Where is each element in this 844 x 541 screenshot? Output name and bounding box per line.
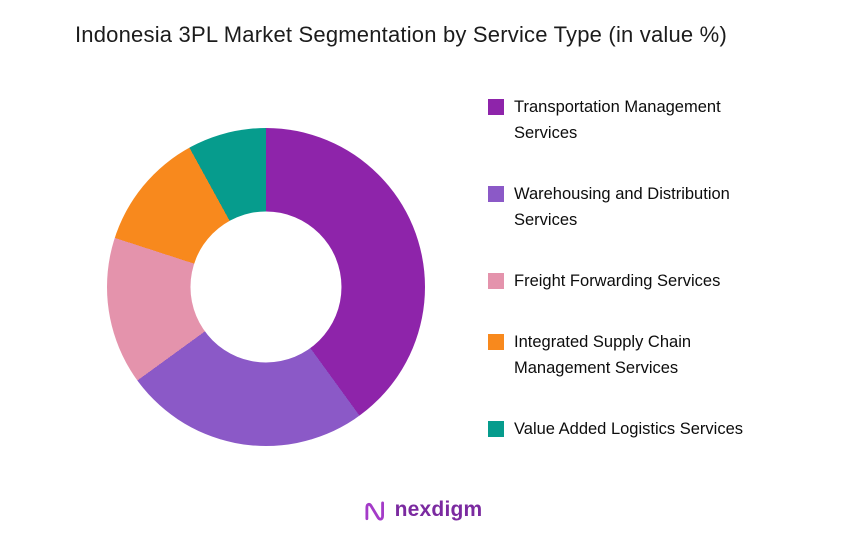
legend-label: Freight Forwarding Services <box>514 272 721 290</box>
legend-item: Transportation Management Services <box>488 95 788 146</box>
brand-name: nexdigm <box>394 498 483 521</box>
donut-chart-container <box>107 128 425 446</box>
legend-item: Value Added Logistics Services <box>488 417 788 443</box>
legend: Transportation Management Services Wareho… <box>488 95 788 443</box>
legend-item: Warehousing and Distribution Services <box>488 182 788 233</box>
donut-chart <box>107 128 425 446</box>
nexdigm-logo-icon <box>362 497 388 523</box>
chart-title: Indonesia 3PL Market Segmentation by Ser… <box>75 22 727 47</box>
legend-label: Value Added Logistics Services <box>514 420 743 439</box>
legend-swatch <box>488 334 504 351</box>
legend-swatch <box>488 421 504 438</box>
legend-swatch <box>488 186 504 202</box>
legend-label: Transportation Management Services <box>514 98 721 142</box>
legend-item: Integrated Supply Chain Management Servi… <box>488 330 788 381</box>
legend-label: Integrated Supply Chain Management Servi… <box>514 333 692 377</box>
brand-footer: nexdigm <box>0 497 844 523</box>
legend-label: Warehousing and Distribution Services <box>514 185 730 229</box>
legend-swatch <box>488 273 504 289</box>
legend-item: Freight Forwarding Services <box>488 269 788 295</box>
legend-swatch <box>488 99 504 115</box>
